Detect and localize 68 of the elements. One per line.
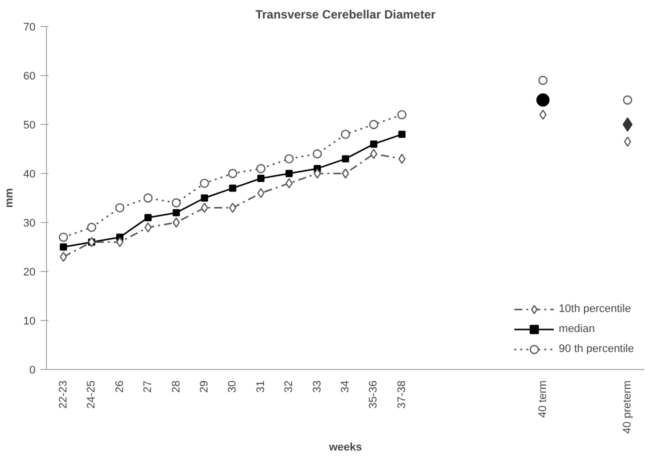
x-tick-label: 33 bbox=[311, 380, 324, 393]
legend-label: median bbox=[558, 323, 595, 335]
y-tick-label: 70 bbox=[23, 22, 36, 34]
point bbox=[312, 149, 322, 158]
point bbox=[370, 140, 378, 148]
y-tick-label: 50 bbox=[23, 120, 36, 132]
x-tick-label: 24-25 bbox=[86, 380, 98, 409]
point bbox=[539, 110, 547, 120]
point bbox=[257, 174, 264, 182]
point bbox=[257, 188, 264, 198]
point bbox=[228, 168, 238, 178]
point bbox=[200, 178, 210, 188]
point bbox=[370, 148, 378, 159]
point bbox=[369, 120, 378, 130]
y-tick-label: 30 bbox=[23, 218, 36, 230]
point bbox=[538, 76, 548, 85]
x-tick-label: 31 bbox=[254, 380, 267, 393]
point bbox=[115, 203, 124, 212]
point bbox=[397, 110, 407, 120]
point bbox=[143, 193, 153, 203]
point bbox=[172, 209, 180, 216]
x-tick-label: 32 bbox=[283, 380, 296, 393]
point bbox=[624, 136, 632, 147]
y-tick-label: 60 bbox=[23, 70, 36, 82]
y-tick-label: 40 bbox=[23, 168, 36, 180]
point bbox=[398, 130, 406, 138]
point bbox=[622, 95, 632, 105]
chart-title: Transverse Cerebellar Diameter bbox=[255, 8, 436, 22]
point bbox=[200, 194, 208, 202]
y-tick-label: 10 bbox=[23, 316, 36, 328]
x-tick-label: 22-23 bbox=[57, 380, 70, 409]
x-tick-label: 40 term bbox=[536, 380, 549, 418]
point bbox=[87, 222, 96, 232]
x-tick-label: 26 bbox=[114, 380, 126, 393]
point bbox=[256, 164, 266, 174]
point bbox=[398, 154, 406, 164]
point bbox=[285, 178, 293, 188]
legend-label: 10th percentile bbox=[558, 303, 631, 315]
point bbox=[342, 168, 350, 179]
x-tick-label: 27 bbox=[142, 380, 154, 393]
point bbox=[342, 155, 350, 162]
y-tick-label: 20 bbox=[23, 266, 36, 278]
point bbox=[144, 214, 152, 222]
point bbox=[229, 184, 236, 192]
point bbox=[285, 170, 293, 178]
point bbox=[144, 222, 152, 232]
point bbox=[284, 154, 294, 164]
point bbox=[60, 252, 68, 262]
x-tick-label: 28 bbox=[170, 380, 182, 393]
x-tick-label: 29 bbox=[198, 380, 210, 393]
legend-label: 90 th percentile bbox=[558, 343, 634, 355]
point bbox=[58, 232, 68, 242]
point bbox=[622, 117, 633, 132]
point bbox=[60, 243, 68, 251]
x-tick-label: 40 preterm bbox=[622, 380, 634, 434]
point bbox=[229, 202, 236, 213]
x-tick-label: 35-36 bbox=[368, 380, 380, 409]
point bbox=[200, 202, 208, 213]
point bbox=[172, 198, 181, 208]
point bbox=[340, 130, 350, 139]
point bbox=[116, 237, 124, 248]
x-tick-label: 34 bbox=[340, 380, 352, 393]
x-tick-label: 37-38 bbox=[396, 380, 408, 409]
y-axis-title: mm bbox=[3, 188, 16, 208]
y-tick-label: 0 bbox=[29, 364, 36, 376]
point bbox=[536, 93, 550, 107]
x-tick-label: 30 bbox=[226, 380, 239, 393]
x-axis-title: weeks bbox=[328, 442, 362, 454]
